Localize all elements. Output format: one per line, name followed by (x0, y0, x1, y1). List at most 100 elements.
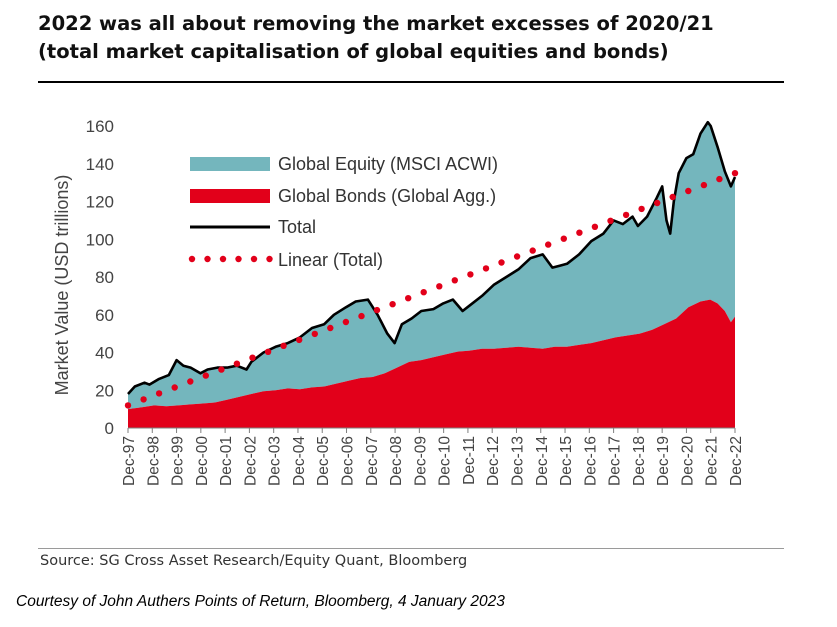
x-tick-label: Dec-14 (534, 436, 551, 486)
linear-trend-dot (560, 235, 567, 242)
x-tick-label: Dec-15 (558, 436, 575, 486)
linear-trend-dot (342, 318, 350, 326)
linear-trend-dot (513, 253, 521, 260)
bonds-area (128, 299, 735, 428)
legend-swatch-equity (190, 157, 270, 171)
plot-area (124, 120, 739, 428)
x-tick-label: Dec-98 (145, 436, 162, 486)
x-tick-label: Dec-07 (364, 436, 381, 486)
x-tick-label: Dec-02 (242, 436, 259, 486)
source-divider (38, 548, 784, 549)
linear-trend-dot (669, 193, 676, 201)
linear-trend-dot (436, 283, 443, 290)
x-tick-label: Dec-20 (679, 436, 696, 486)
linear-trend-dot (591, 223, 599, 230)
linear-trend-dot (140, 396, 147, 403)
linear-trend-dot (249, 354, 256, 361)
y-tick-label: 140 (86, 155, 114, 174)
linear-trend-dot (171, 384, 178, 391)
legend-label: Global Equity (MSCI ACWI) (278, 154, 498, 174)
linear-trend-dot (124, 402, 132, 409)
linear-trend-dot (685, 187, 692, 195)
x-tick-label: Dec-18 (631, 436, 648, 486)
legend: Global Equity (MSCI ACWI) Global Bonds (G… (188, 154, 498, 270)
linear-trend-dot (358, 312, 365, 320)
x-tick-label: Dec-21 (704, 436, 721, 486)
y-tick-label: 160 (86, 117, 114, 136)
linear-trend-dot (451, 277, 458, 284)
linear-trend-dot (155, 390, 163, 397)
linear-trend-dot (716, 175, 723, 183)
legend-label: Linear (Total) (278, 250, 383, 270)
x-tick-label: Dec-08 (388, 436, 405, 486)
x-tick-label: Dec-13 (509, 436, 526, 486)
legend-swatch-linear-dot (219, 255, 227, 263)
legend-label: Global Bonds (Global Agg.) (278, 186, 496, 206)
linear-trend-dot (545, 241, 552, 248)
legend-swatch-linear-dot (235, 255, 242, 263)
x-tick-label: Dec-11 (461, 436, 478, 485)
linear-trend-dot (638, 205, 645, 213)
x-tick-label: Dec-99 (170, 436, 187, 486)
title-divider (38, 81, 784, 83)
axes: 0 20 40 60 80 100 120 140 160 Dec-97 Dec-98 Dec-99 D… (86, 117, 745, 486)
linear-trend-dot (296, 336, 303, 344)
linear-trend-dot (311, 330, 318, 338)
y-tick-label: 40 (95, 344, 114, 363)
linear-trend-dot (280, 342, 287, 349)
linear-trend-dot (654, 199, 661, 207)
x-tick-label: Dec-10 (437, 436, 454, 486)
legend-swatch-linear-dot (188, 255, 196, 263)
legend-swatch-linear-dot (204, 255, 211, 263)
linear-trend-dot (202, 372, 209, 379)
y-tick-label: 120 (86, 193, 114, 212)
legend-swatch-linear-dot (250, 255, 258, 263)
y-tick-label: 100 (86, 230, 114, 249)
linear-trend-dot (700, 181, 708, 189)
equity-area (128, 122, 735, 410)
legend-swatch-linear-dot (266, 255, 273, 263)
linear-trend-dot (467, 271, 474, 278)
x-tick-label: Dec-17 (607, 436, 624, 486)
linear-trend-dot (233, 360, 241, 367)
title-line-1: 2022 was all about removing the market e… (38, 12, 714, 35)
linear-trend-dot (576, 229, 583, 236)
y-tick-label: 60 (95, 306, 114, 325)
title-line-2: (total market capitalisation of global e… (38, 40, 669, 63)
linear-trend-dot (405, 295, 412, 302)
linear-trend-dot (389, 301, 396, 308)
legend-swatch-bonds (190, 189, 270, 203)
linear-trend-dot (420, 289, 427, 296)
x-tick-label: Dec-05 (315, 436, 332, 486)
x-tick-label: Dec-06 (340, 436, 357, 486)
x-tick-label: Dec-00 (194, 436, 211, 486)
linear-trend-dot (482, 265, 490, 272)
linear-trend-dot (731, 170, 739, 177)
source-note: Source: SG Cross Asset Research/Equity Q… (40, 553, 468, 569)
x-tick-label: Dec-12 (485, 436, 502, 486)
linear-trend-dot (498, 259, 505, 266)
y-tick-label: 0 (105, 419, 114, 438)
linear-trend-dot (529, 247, 536, 254)
linear-trend-dot (622, 211, 630, 219)
x-tick-label: Dec-97 (121, 436, 138, 486)
chart-title: 2022 was all about removing the market e… (38, 10, 818, 66)
y-tick-label: 20 (95, 381, 114, 400)
x-tick-label: Dec-19 (655, 436, 672, 486)
x-tick-label: Dec-01 (218, 436, 235, 486)
x-tick-label: Dec-04 (291, 436, 308, 486)
linear-trend-dot (607, 217, 614, 224)
market-cap-chart: 0 20 40 60 80 100 120 140 160 Dec-97 Dec-98 Dec-99 D… (52, 117, 745, 486)
y-axis-label: Market Value (USD trillions) (52, 175, 72, 396)
linear-trend-dot (264, 348, 272, 355)
courtesy-note: Courtesy of John Authers Points of Retur… (16, 593, 505, 610)
x-tick-label: Dec-09 (412, 436, 429, 486)
linear-trend-dot (218, 366, 225, 373)
y-tick-label: 80 (95, 268, 114, 287)
x-tick-label: Dec-03 (267, 436, 284, 486)
legend-label: Total (278, 217, 316, 237)
linear-trend-dot (327, 324, 334, 332)
x-tick-label: Dec-16 (582, 436, 599, 486)
linear-trend-dot (187, 378, 194, 385)
linear-trend-dot (373, 306, 381, 314)
